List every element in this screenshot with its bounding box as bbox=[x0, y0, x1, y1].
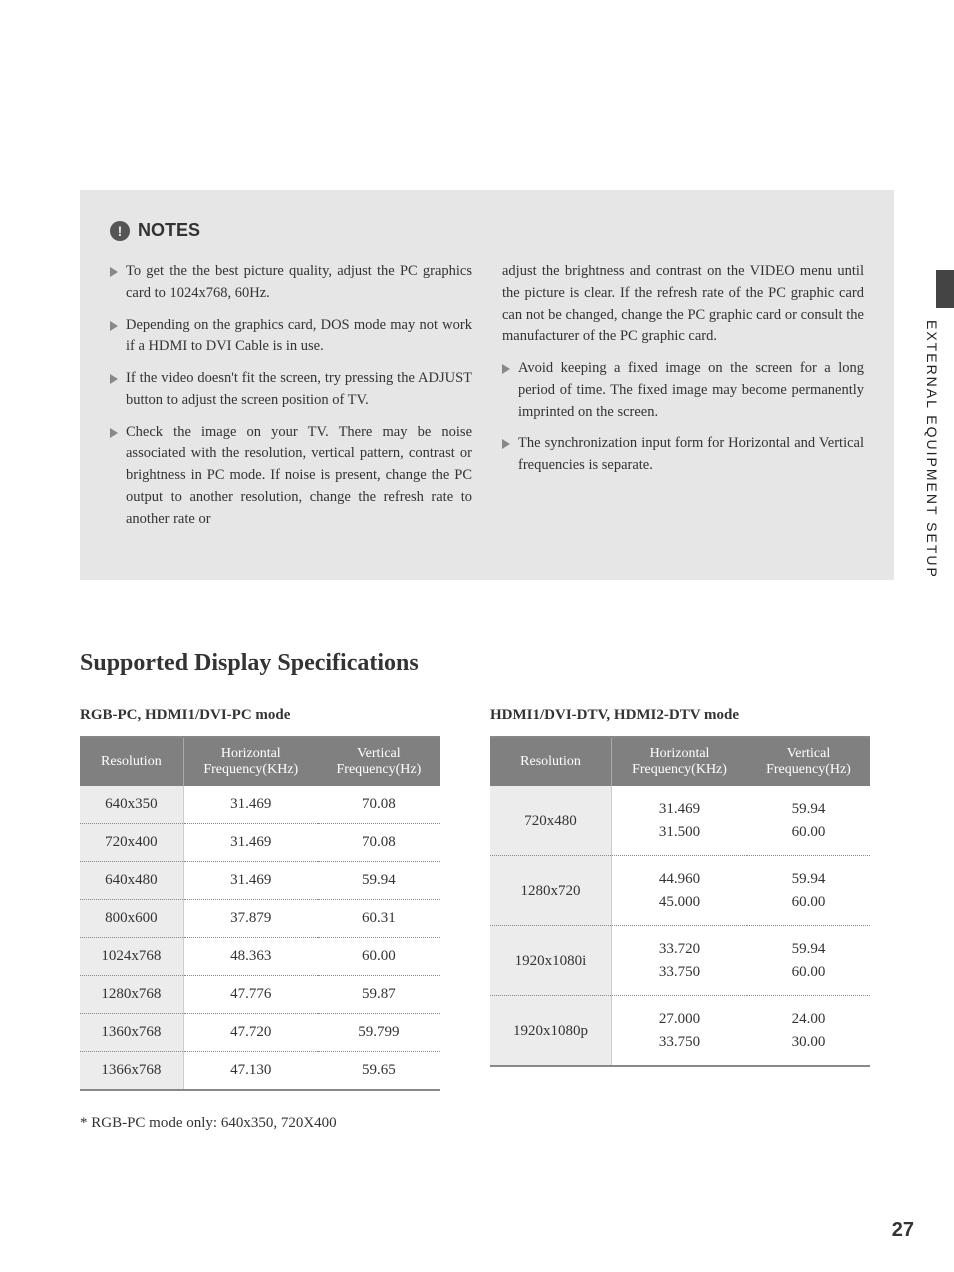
footnote: * RGB-PC mode only: 640x350, 720X400 bbox=[80, 1115, 440, 1132]
table1-col0: Resolution bbox=[80, 737, 183, 786]
cell-resolution: 640x480 bbox=[80, 862, 183, 900]
note-text: Avoid keeping a fixed image on the scree… bbox=[518, 358, 864, 423]
cell-hfreq: 47.776 bbox=[183, 976, 318, 1014]
cell-vfreq: 59.65 bbox=[318, 1052, 440, 1091]
table2-col1: HorizontalFrequency(KHz) bbox=[612, 737, 747, 786]
table2-label: HDMI1/DVI-DTV, HDMI2-DTV mode bbox=[490, 707, 870, 724]
table1-body: 640x35031.46970.08720x40031.46970.08640x… bbox=[80, 786, 440, 1090]
table2-col0: Resolution bbox=[490, 737, 612, 786]
table1-header-row: Resolution HorizontalFrequency(KHz) Vert… bbox=[80, 737, 440, 786]
cell-hfreq: 48.363 bbox=[183, 938, 318, 976]
side-tab: EXTERNAL EQUIPMENT SETUP bbox=[906, 270, 954, 610]
cell-hfreq: 47.130 bbox=[183, 1052, 318, 1091]
table-row: 720x48031.46931.50059.9460.00 bbox=[490, 786, 870, 856]
cell-hfreq: 31.46931.500 bbox=[612, 786, 747, 856]
table2-header-row: Resolution HorizontalFrequency(KHz) Vert… bbox=[490, 737, 870, 786]
cell-vfreq: 24.0030.00 bbox=[747, 996, 870, 1067]
section-title: Supported Display Specifications bbox=[80, 650, 894, 677]
table-row: 1920x1080p27.00033.75024.0030.00 bbox=[490, 996, 870, 1067]
note-item: The synchronization input form for Horiz… bbox=[502, 433, 864, 477]
side-tab-label: EXTERNAL EQUIPMENT SETUP bbox=[924, 320, 940, 579]
cell-resolution: 800x600 bbox=[80, 900, 183, 938]
cell-resolution: 1920x1080p bbox=[490, 996, 612, 1067]
cell-resolution: 1360x768 bbox=[80, 1014, 183, 1052]
table-row: 1280x76847.77659.87 bbox=[80, 976, 440, 1014]
cell-resolution: 720x480 bbox=[490, 786, 612, 856]
side-tab-marker bbox=[936, 270, 954, 308]
table-row: 1024x76848.36360.00 bbox=[80, 938, 440, 976]
note-text: Check the image on your TV. There may be… bbox=[126, 422, 472, 531]
table-row: 1920x1080i33.72033.75059.9460.00 bbox=[490, 926, 870, 996]
table2-block: HDMI1/DVI-DTV, HDMI2-DTV mode Resolution… bbox=[490, 707, 870, 1067]
cell-vfreq: 60.31 bbox=[318, 900, 440, 938]
cell-resolution: 1280x768 bbox=[80, 976, 183, 1014]
cell-vfreq: 59.94 bbox=[318, 862, 440, 900]
exclamation-icon: ! bbox=[110, 221, 130, 241]
cell-hfreq: 31.469 bbox=[183, 862, 318, 900]
cell-vfreq: 70.08 bbox=[318, 824, 440, 862]
notes-title: ! NOTES bbox=[110, 220, 864, 241]
cell-vfreq: 60.00 bbox=[318, 938, 440, 976]
table-row: 720x40031.46970.08 bbox=[80, 824, 440, 862]
cell-vfreq: 59.87 bbox=[318, 976, 440, 1014]
notes-col-left: To get the the best picture quality, adj… bbox=[110, 261, 472, 540]
cell-resolution: 1920x1080i bbox=[490, 926, 612, 996]
cell-resolution: 1024x768 bbox=[80, 938, 183, 976]
cell-hfreq: 33.72033.750 bbox=[612, 926, 747, 996]
cell-resolution: 720x400 bbox=[80, 824, 183, 862]
table1: Resolution HorizontalFrequency(KHz) Vert… bbox=[80, 736, 440, 1091]
cell-hfreq: 47.720 bbox=[183, 1014, 318, 1052]
notes-col-right: adjust the brightness and contrast on th… bbox=[502, 261, 864, 540]
cell-vfreq: 59.9460.00 bbox=[747, 786, 870, 856]
table-row: 1366x76847.13059.65 bbox=[80, 1052, 440, 1091]
cell-vfreq: 59.9460.00 bbox=[747, 926, 870, 996]
bullet-icon bbox=[110, 267, 118, 277]
note-item: Avoid keeping a fixed image on the scree… bbox=[502, 358, 864, 423]
bullet-icon bbox=[110, 428, 118, 438]
bullet-icon bbox=[502, 364, 510, 374]
note-item: To get the the best picture quality, adj… bbox=[110, 261, 472, 305]
notes-columns: To get the the best picture quality, adj… bbox=[110, 261, 864, 540]
table1-col2: VerticalFrequency(Hz) bbox=[318, 737, 440, 786]
notes-box: ! NOTES To get the the best picture qual… bbox=[80, 190, 894, 580]
cell-hfreq: 31.469 bbox=[183, 824, 318, 862]
table-row: 640x48031.46959.94 bbox=[80, 862, 440, 900]
table-row: 640x35031.46970.08 bbox=[80, 786, 440, 824]
table-row: 1360x76847.72059.799 bbox=[80, 1014, 440, 1052]
bullet-icon bbox=[502, 439, 510, 449]
note-item-continuation: adjust the brightness and contrast on th… bbox=[502, 261, 864, 348]
note-text: The synchronization input form for Horiz… bbox=[518, 433, 864, 477]
cell-hfreq: 31.469 bbox=[183, 786, 318, 824]
table-row: 800x60037.87960.31 bbox=[80, 900, 440, 938]
cell-hfreq: 44.96045.000 bbox=[612, 856, 747, 926]
note-item: If the video doesn't fit the screen, try… bbox=[110, 368, 472, 412]
table1-col1: HorizontalFrequency(KHz) bbox=[183, 737, 318, 786]
cell-hfreq: 37.879 bbox=[183, 900, 318, 938]
cell-hfreq: 27.00033.750 bbox=[612, 996, 747, 1067]
cell-vfreq: 70.08 bbox=[318, 786, 440, 824]
note-text: Depending on the graphics card, DOS mode… bbox=[126, 315, 472, 359]
table2-body: 720x48031.46931.50059.9460.001280x72044.… bbox=[490, 786, 870, 1066]
table2-col2: VerticalFrequency(Hz) bbox=[747, 737, 870, 786]
notes-title-text: NOTES bbox=[138, 220, 200, 241]
note-text: adjust the brightness and contrast on th… bbox=[502, 261, 864, 348]
bullet-icon bbox=[110, 321, 118, 331]
table1-label: RGB-PC, HDMI1/DVI-PC mode bbox=[80, 707, 440, 724]
cell-resolution: 640x350 bbox=[80, 786, 183, 824]
cell-resolution: 1280x720 bbox=[490, 856, 612, 926]
bullet-icon bbox=[110, 374, 118, 384]
cell-vfreq: 59.9460.00 bbox=[747, 856, 870, 926]
note-text: If the video doesn't fit the screen, try… bbox=[126, 368, 472, 412]
table-row: 1280x72044.96045.00059.9460.00 bbox=[490, 856, 870, 926]
note-text: To get the the best picture quality, adj… bbox=[126, 261, 472, 305]
cell-vfreq: 59.799 bbox=[318, 1014, 440, 1052]
note-item: Depending on the graphics card, DOS mode… bbox=[110, 315, 472, 359]
note-item: Check the image on your TV. There may be… bbox=[110, 422, 472, 531]
table1-block: RGB-PC, HDMI1/DVI-PC mode Resolution Hor… bbox=[80, 707, 440, 1132]
tables-row: RGB-PC, HDMI1/DVI-PC mode Resolution Hor… bbox=[80, 707, 894, 1132]
cell-resolution: 1366x768 bbox=[80, 1052, 183, 1091]
table2: Resolution HorizontalFrequency(KHz) Vert… bbox=[490, 736, 870, 1067]
page-number: 27 bbox=[892, 1219, 914, 1242]
